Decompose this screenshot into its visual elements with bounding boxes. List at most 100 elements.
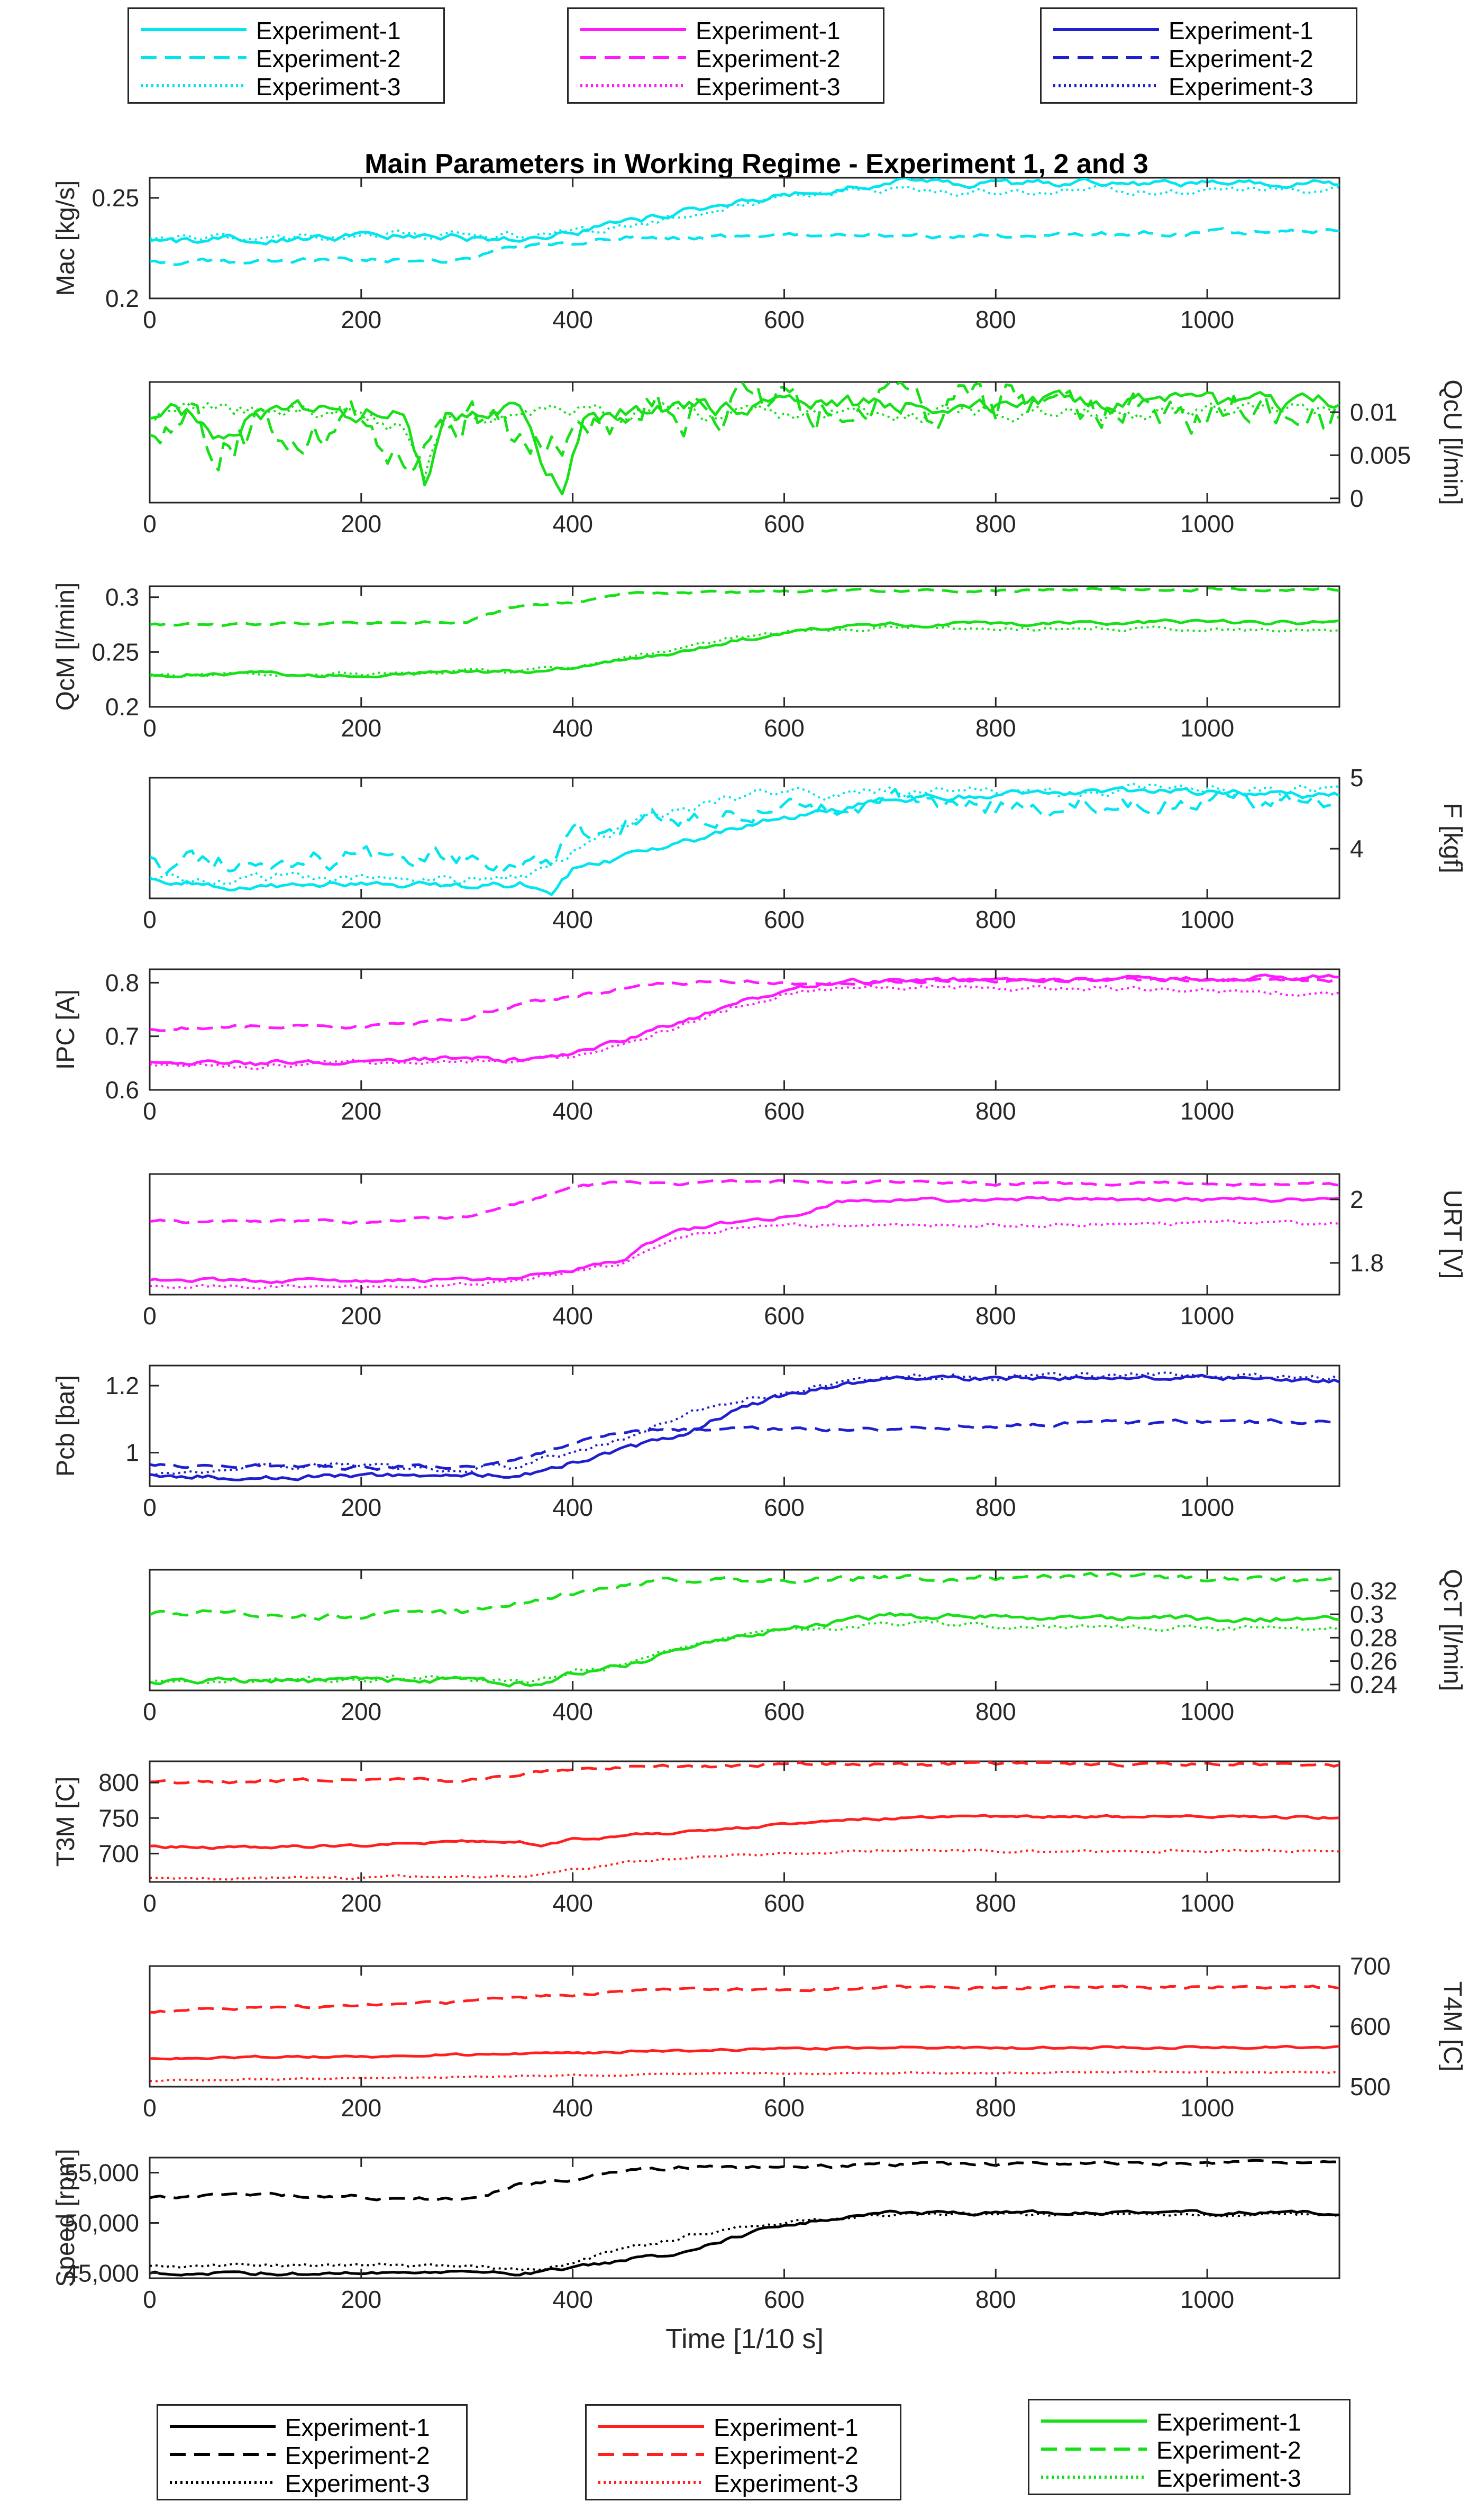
x-tick-label: 0 bbox=[143, 510, 157, 538]
y-tick-label: 1 bbox=[125, 1439, 139, 1467]
legend-label: Experiment-1 bbox=[696, 17, 841, 44]
y-tick-label: 1.8 bbox=[1350, 1249, 1384, 1277]
legend-sample-solid bbox=[598, 2425, 704, 2428]
legend-cyan: Experiment-1 Experiment-2 Experiment-3 bbox=[127, 7, 445, 104]
legend-label: Experiment-3 bbox=[714, 2470, 859, 2497]
x-tick-label: 200 bbox=[341, 906, 381, 933]
subplot-2: 0 200 400 600 800 1000 0.2 0.25 0.3 QcM [l/min] bbox=[52, 583, 1340, 742]
y-tick-label: 1.2 bbox=[105, 1372, 139, 1399]
legend-entry: Experiment-2 bbox=[587, 2439, 900, 2469]
y-tick-label: 0.3 bbox=[105, 584, 139, 611]
y-axis-label: URT [V] bbox=[1438, 1190, 1466, 1279]
subplot-5: 0 200 400 600 800 1000 1.8 2 URT [V] bbox=[143, 1173, 1466, 1330]
subplot-9: 0 200 400 600 800 1000 500 600 700 T4M [C] bbox=[143, 1952, 1466, 2122]
x-tick-label: 400 bbox=[552, 2286, 593, 2313]
subplot-10: 0 200 400 600 800 1000 45,000 50,000 55,000Speed… bbox=[52, 2149, 1340, 2354]
legend-label: Experiment-3 bbox=[1169, 73, 1313, 101]
legend-label: Experiment-1 bbox=[285, 2414, 430, 2441]
series-line-experiment-3 bbox=[150, 1371, 1339, 1476]
y-axis-label: Pcb [bar] bbox=[52, 1375, 80, 1477]
x-tick-label: 200 bbox=[341, 2094, 381, 2122]
y-tick-label: 0 bbox=[1350, 485, 1364, 512]
series-line-experiment-2 bbox=[150, 2159, 1339, 2201]
axes-box bbox=[149, 1965, 1340, 2088]
y-tick-label: 700 bbox=[1350, 1952, 1391, 1980]
x-tick-label: 0 bbox=[143, 2094, 157, 2122]
legend-entry: Experiment-3 bbox=[569, 70, 883, 101]
x-tick-label: 200 bbox=[341, 1097, 381, 1125]
legend-entry: Experiment-3 bbox=[1029, 2462, 1349, 2492]
legend-entry: Experiment-1 bbox=[587, 2411, 900, 2441]
series-line-experiment-3 bbox=[150, 1219, 1339, 1290]
y-tick-label: 0.2 bbox=[105, 693, 139, 721]
x-tick-label: 800 bbox=[975, 1494, 1016, 1521]
y-tick-label: 800 bbox=[98, 1769, 139, 1796]
x-tick-label: 0 bbox=[143, 2286, 157, 2313]
y-axis-label: QcM [l/min] bbox=[52, 583, 80, 711]
x-tick-label: 1000 bbox=[1180, 1097, 1234, 1125]
legend-sample-solid bbox=[580, 28, 686, 31]
series-line-experiment-1 bbox=[150, 1814, 1339, 1850]
series-line-experiment-1 bbox=[150, 178, 1339, 245]
series-line-experiment-2 bbox=[150, 1761, 1339, 1785]
legend-magenta: Experiment-1 Experiment-2 Experiment-3 bbox=[567, 7, 884, 104]
axes-box bbox=[149, 1760, 1340, 1883]
x-tick-label: 1000 bbox=[1180, 1889, 1234, 1917]
x-tick-label: 200 bbox=[341, 1494, 381, 1521]
legend-label: Experiment-1 bbox=[256, 17, 401, 44]
legend-sample-solid bbox=[141, 28, 247, 31]
x-tick-label: 600 bbox=[764, 2094, 805, 2122]
x-tick-label: 1000 bbox=[1180, 510, 1234, 538]
x-tick-label: 0 bbox=[143, 1889, 157, 1917]
y-axis-label: IPC [A] bbox=[52, 989, 80, 1070]
legend-label: Experiment-1 bbox=[1156, 2408, 1301, 2436]
y-tick-label: 2 bbox=[1350, 1186, 1364, 1213]
legend-entry: Experiment-1 bbox=[158, 2411, 466, 2441]
x-tick-label: 600 bbox=[764, 510, 805, 538]
series-line-experiment-1 bbox=[150, 974, 1339, 1067]
x-tick-label: 600 bbox=[764, 1889, 805, 1917]
legend-label: Experiment-2 bbox=[1156, 2436, 1301, 2464]
series-line-experiment-3 bbox=[150, 2070, 1339, 2082]
x-tick-label: 800 bbox=[975, 1889, 1016, 1917]
x-tick-label: 800 bbox=[975, 906, 1016, 933]
legend-entry: Experiment-2 bbox=[569, 42, 883, 72]
x-tick-label: 0 bbox=[143, 906, 157, 933]
y-tick-label: 45,000 bbox=[65, 2260, 139, 2287]
x-tick-label: 600 bbox=[764, 714, 805, 742]
x-tick-label: 1000 bbox=[1180, 906, 1234, 933]
x-tick-label: 0 bbox=[143, 1494, 157, 1521]
series-line-experiment-1 bbox=[150, 618, 1339, 679]
legend-entry: Experiment-2 bbox=[158, 2439, 466, 2469]
y-tick-label: 700 bbox=[98, 1840, 139, 1867]
y-tick-label: 50,000 bbox=[65, 2209, 139, 2237]
x-tick-label: 400 bbox=[552, 2094, 593, 2122]
subplot-7: 0 200 400 600 800 1000 0.240.260.280.30.32 QcT … bbox=[143, 1569, 1466, 1725]
axes-box bbox=[149, 1569, 1340, 1691]
x-tick-label: 200 bbox=[341, 1889, 381, 1917]
legend-sample-dashed bbox=[141, 56, 247, 59]
legend-label: Experiment-2 bbox=[256, 45, 401, 72]
x-tick-label: 1000 bbox=[1180, 714, 1234, 742]
y-axis-label: Speed [rpm] bbox=[52, 2149, 80, 2287]
legend-label: Experiment-2 bbox=[1169, 45, 1313, 72]
axes-box bbox=[149, 777, 1340, 899]
series-line-experiment-2 bbox=[150, 382, 1339, 474]
axes-box bbox=[149, 585, 1340, 708]
subplot-4: 0 200 400 600 800 1000 0.6 0.7 0.8 IPC [A] bbox=[52, 968, 1340, 1125]
series-line-experiment-2 bbox=[150, 227, 1339, 266]
subplot-3: 0 200 400 600 800 1000 4 5 F [kgf] bbox=[143, 764, 1466, 933]
legend-sample-dashed bbox=[1053, 56, 1159, 59]
x-tick-label: 1000 bbox=[1180, 1698, 1234, 1725]
legend-entry: Experiment-3 bbox=[1042, 70, 1356, 101]
legend-label: Experiment-3 bbox=[1156, 2464, 1301, 2492]
series-line-experiment-2 bbox=[150, 1571, 1339, 1621]
legend-entry: Experiment-1 bbox=[1042, 14, 1356, 44]
y-tick-label: 5 bbox=[1350, 764, 1364, 792]
legend-red: Experiment-1 Experiment-2 Experiment-3 bbox=[585, 2404, 901, 2500]
legend-entry: Experiment-2 bbox=[1042, 42, 1356, 72]
x-tick-label: 600 bbox=[764, 1302, 805, 1330]
legend-entry: Experiment-1 bbox=[129, 14, 443, 44]
legend-blue: Experiment-1 Experiment-2 Experiment-3 bbox=[1040, 7, 1357, 104]
